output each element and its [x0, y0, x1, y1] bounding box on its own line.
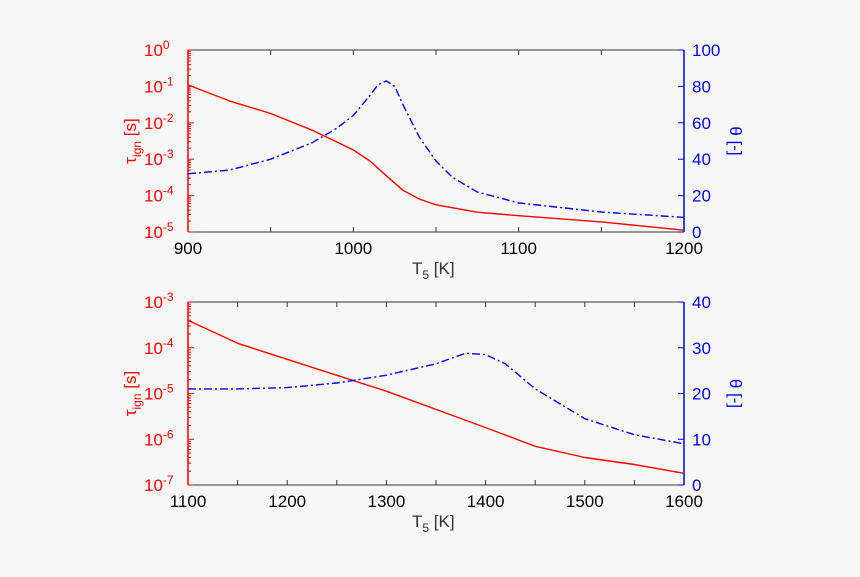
- text-part: 10: [144, 150, 163, 169]
- left-y-tick-label: 10-5: [144, 220, 174, 242]
- tau-ign-series-line: [187, 319, 685, 474]
- right-y-tick-label: 20: [692, 187, 711, 206]
- text-part: 5: [422, 268, 429, 282]
- text-part: T: [412, 259, 422, 278]
- text-part: [K]: [429, 259, 455, 278]
- text-part: 10: [144, 385, 163, 404]
- text-part: 5: [422, 521, 429, 535]
- text-part: -5: [163, 220, 174, 234]
- right-y-tick-label: 80: [692, 77, 711, 96]
- x-tick-label: 1600: [665, 492, 703, 511]
- text-part: -3: [163, 147, 174, 161]
- left-y-tick-label: 10-6: [144, 427, 174, 449]
- right-y-axis-label: θ [-]: [726, 379, 745, 408]
- x-axis-label: T5 [K]: [412, 512, 455, 535]
- x-tick-label: 1200: [665, 239, 703, 258]
- text-part: τ: [121, 157, 140, 164]
- x-tick-label: 1500: [566, 492, 604, 511]
- text-part: T: [412, 512, 422, 531]
- text-part: 10: [144, 430, 163, 449]
- text-part: [s]: [121, 118, 140, 141]
- left-y-axis-label: τign [s]: [121, 371, 144, 416]
- left-y-tick-label: 10-3: [144, 290, 174, 312]
- right-y-tick-label: 0: [692, 476, 701, 495]
- x-tick-label: 900: [174, 239, 202, 258]
- right-y-tick-label: 60: [692, 114, 711, 133]
- text-part: 10: [144, 187, 163, 206]
- text-part: -1: [163, 74, 174, 88]
- left-y-tick-label: 10-5: [144, 382, 174, 404]
- text-part: τ: [121, 409, 140, 416]
- text-part: 10: [144, 293, 163, 312]
- text-part: [K]: [429, 512, 455, 531]
- x-tick-label: 1300: [367, 492, 405, 511]
- text-part: [s]: [121, 371, 140, 394]
- right-y-tick-label: 20: [692, 385, 711, 404]
- right-y-axis-label: θ [-]: [726, 126, 745, 155]
- text-part: -4: [163, 184, 174, 198]
- text-part: 0: [163, 38, 170, 52]
- theta-series-line: [187, 80, 685, 219]
- left-y-tick-label: 100: [144, 38, 170, 60]
- right-y-tick-label: 30: [692, 339, 711, 358]
- x-tick-label: 1100: [500, 239, 537, 258]
- text-part: -6: [163, 427, 174, 441]
- right-y-tick-label: 40: [692, 293, 711, 312]
- text-part: 10: [144, 41, 163, 60]
- tau-ign-series-line: [187, 84, 685, 231]
- x-tick-label: 1000: [334, 239, 372, 258]
- text-part: 10: [144, 476, 163, 495]
- text-part: -3: [163, 290, 174, 304]
- left-y-tick-label: 10-7: [144, 473, 174, 495]
- text-part: ign: [130, 393, 144, 409]
- right-y-tick-label: 10: [692, 430, 711, 449]
- text-part: 10: [144, 114, 163, 133]
- text-part: ign: [130, 141, 144, 157]
- left-y-tick-label: 10-1: [144, 74, 174, 96]
- text-part: 10: [144, 339, 163, 358]
- text-part: -7: [163, 473, 174, 487]
- text-part: 10: [144, 223, 163, 242]
- text-part: 10: [144, 77, 163, 96]
- right-y-tick-label: 100: [692, 41, 720, 60]
- right-y-tick-label: 0: [692, 223, 701, 242]
- x-tick-label: 1200: [268, 492, 306, 511]
- left-y-tick-label: 10-4: [144, 184, 174, 206]
- text-part: -4: [163, 336, 174, 350]
- left-y-axis-label: τign [s]: [121, 118, 144, 163]
- left-y-tick-label: 10-2: [144, 111, 174, 133]
- right-y-tick-label: 40: [692, 150, 711, 169]
- x-axis-label: T5 [K]: [412, 259, 455, 282]
- x-tick-label: 1100: [170, 492, 207, 511]
- x-tick-label: 1400: [467, 492, 505, 511]
- theta-series-line: [188, 352, 685, 445]
- text-part: -5: [163, 382, 174, 396]
- text-part: -2: [163, 111, 174, 125]
- left-y-tick-label: 10-4: [144, 336, 174, 358]
- left-y-tick-label: 10-3: [144, 147, 174, 169]
